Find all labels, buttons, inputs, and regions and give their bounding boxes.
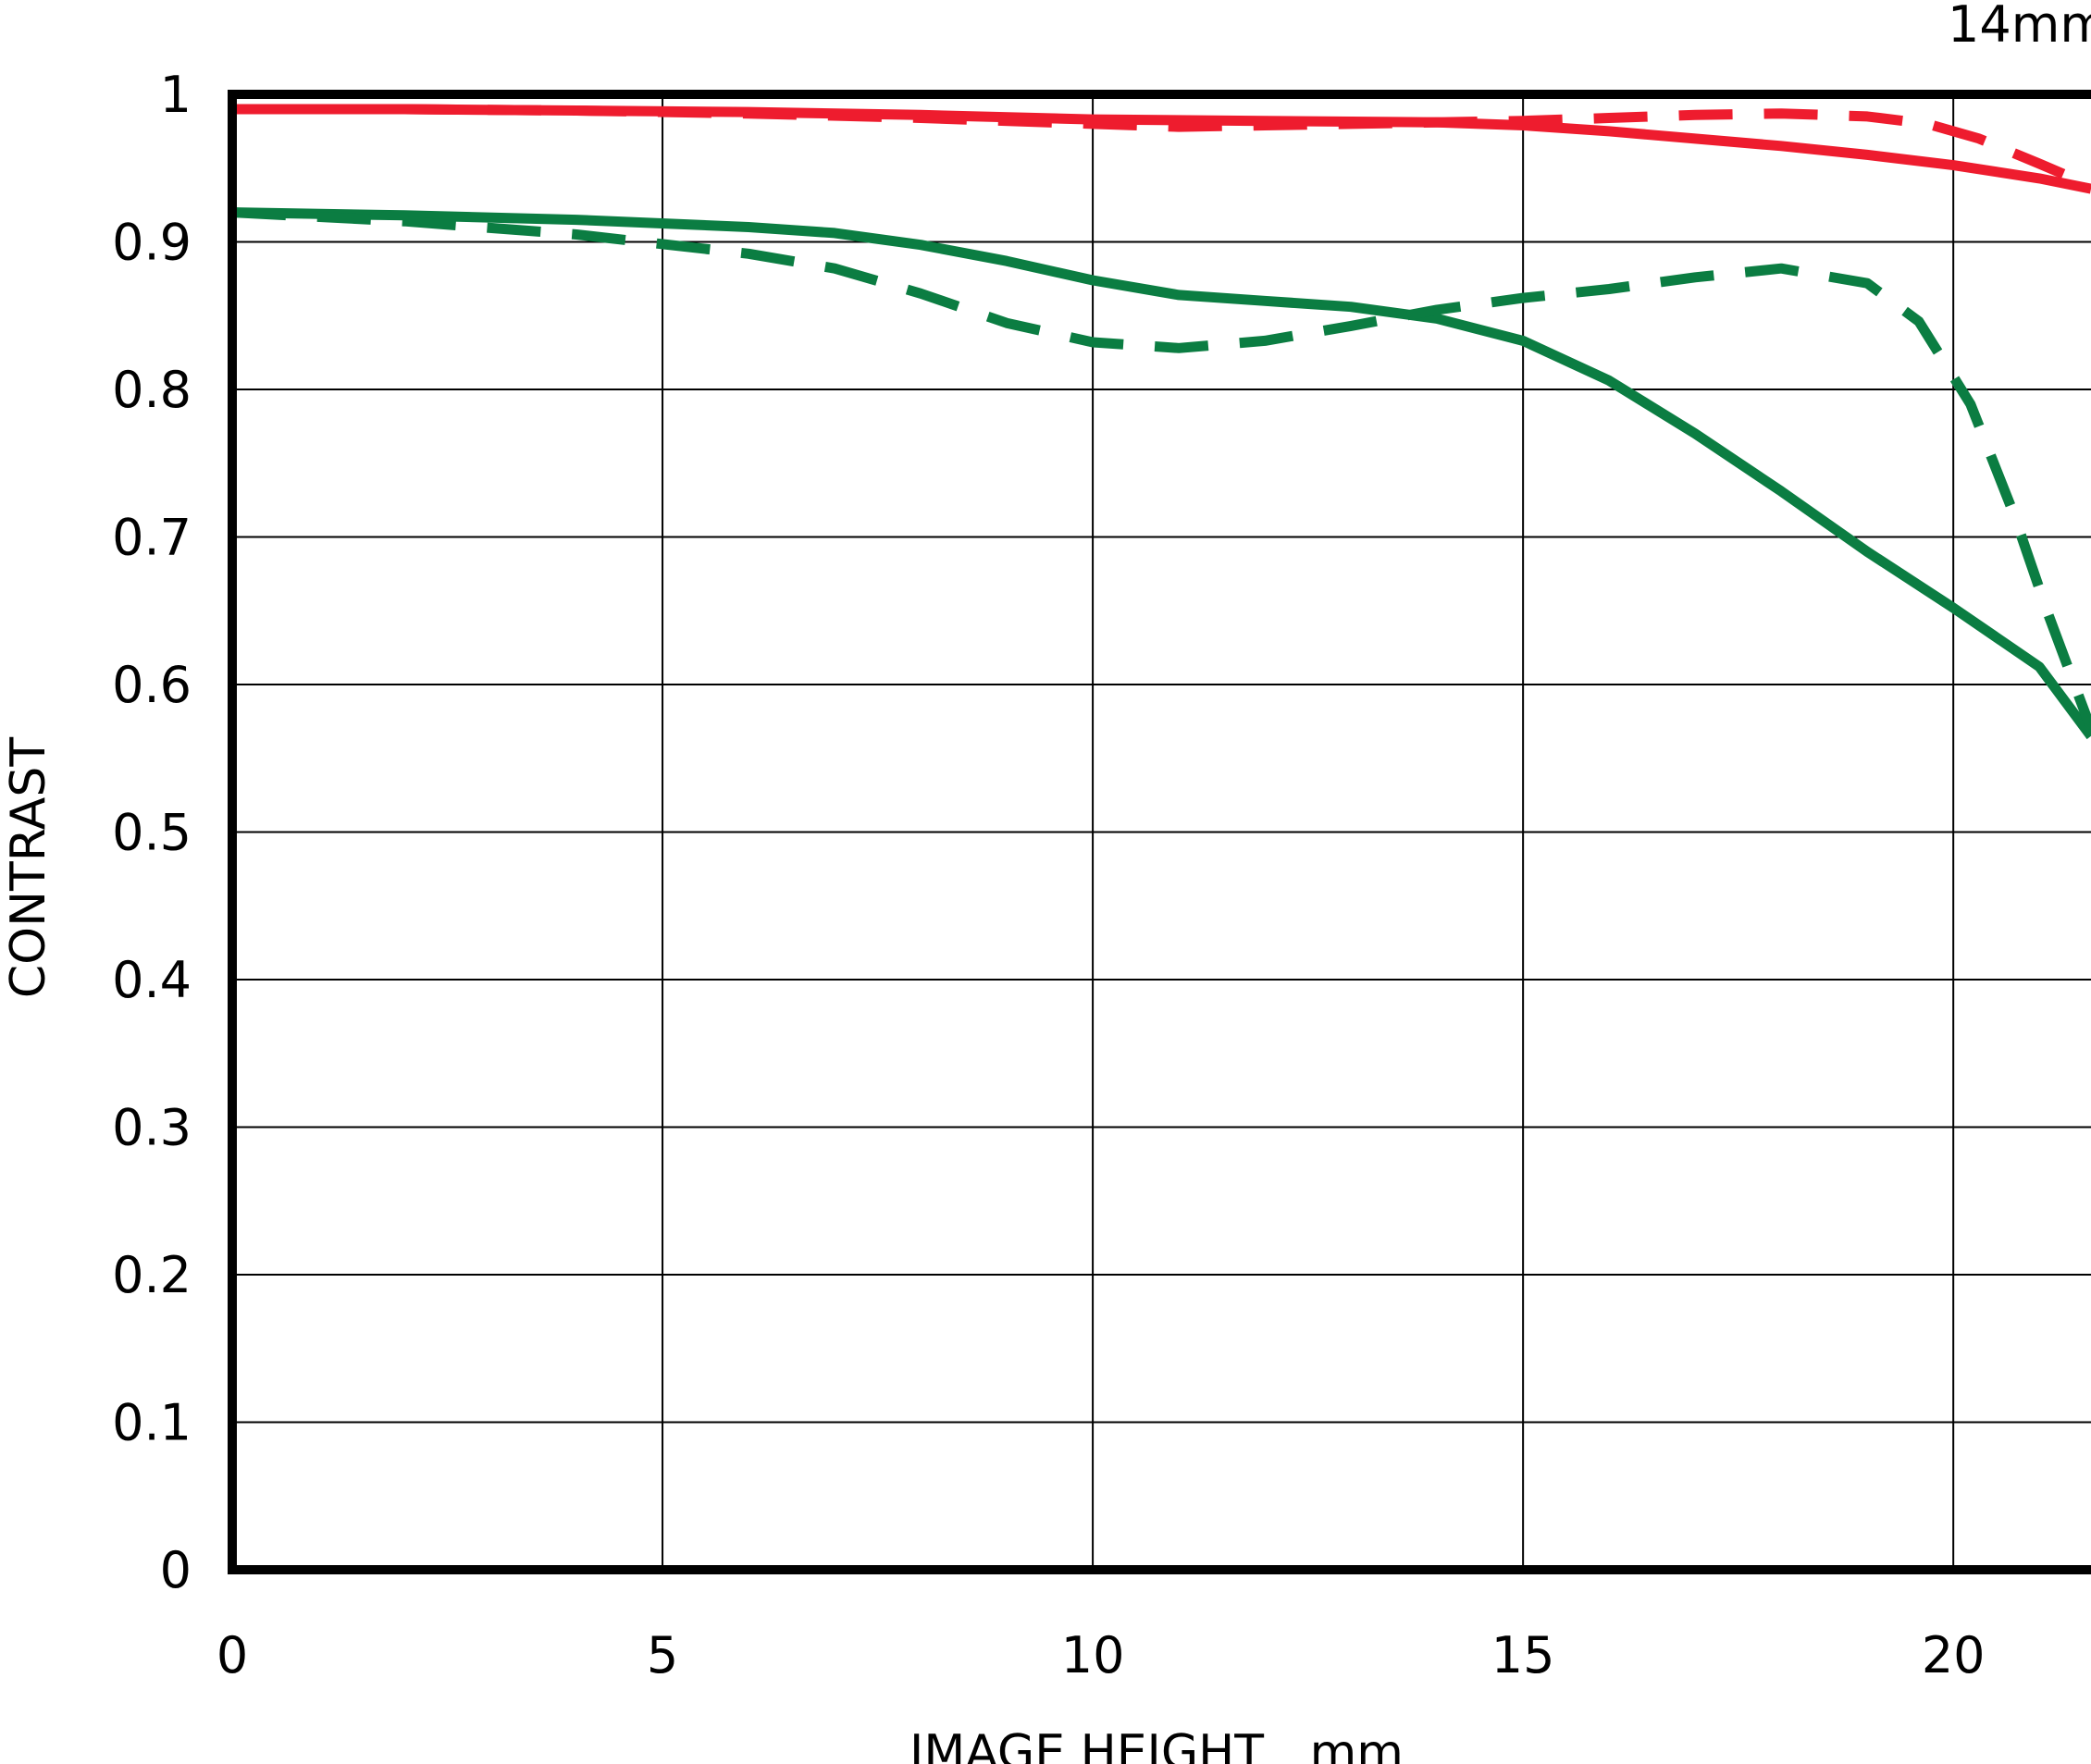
y-tick-label: 0.9 bbox=[112, 214, 192, 272]
y-tick-label: 0.1 bbox=[112, 1394, 192, 1452]
y-tick-labels: 0 0.1 0.2 0.3 0.4 0.5 0.6 0.7 0.8 0.9 1 bbox=[112, 66, 192, 1599]
series-lines bbox=[231, 104, 2091, 740]
x-tick-label: 5 bbox=[647, 1626, 678, 1684]
x-axis-title: IMAGE HEIGHT mm bbox=[909, 1725, 1404, 1764]
x-tick-label: 10 bbox=[1061, 1626, 1125, 1684]
red-solid-series-line bbox=[232, 104, 2091, 194]
y-tick-label: 0.8 bbox=[112, 361, 192, 419]
x-tick-labels: 0 5 10 15 20 bbox=[217, 1626, 1986, 1684]
y-tick-label: 0.6 bbox=[112, 656, 192, 714]
y-tick-label: 1 bbox=[160, 66, 192, 124]
y-tick-label: 0.3 bbox=[112, 1099, 192, 1157]
red-dashed-series-line bbox=[232, 104, 2091, 191]
y-tick-label: 0.7 bbox=[112, 509, 192, 567]
y-tick-label: 0.5 bbox=[112, 804, 192, 862]
plot-frame bbox=[228, 90, 2091, 1574]
focal-length-label: 14mm bbox=[1948, 0, 2091, 54]
y-tick-label: 0.2 bbox=[112, 1246, 192, 1304]
y-axis-title: CONTRAST bbox=[1, 737, 56, 999]
y-tick-label: 0 bbox=[160, 1541, 192, 1599]
x-tick-label: 20 bbox=[1922, 1626, 1986, 1684]
green-dashed-series-line bbox=[231, 207, 2091, 731]
y-tick-label: 0.4 bbox=[112, 951, 192, 1009]
grid bbox=[232, 94, 2091, 1570]
x-tick-label: 0 bbox=[217, 1626, 248, 1684]
green-solid-series-line bbox=[231, 207, 2091, 740]
x-tick-label: 15 bbox=[1491, 1626, 1555, 1684]
